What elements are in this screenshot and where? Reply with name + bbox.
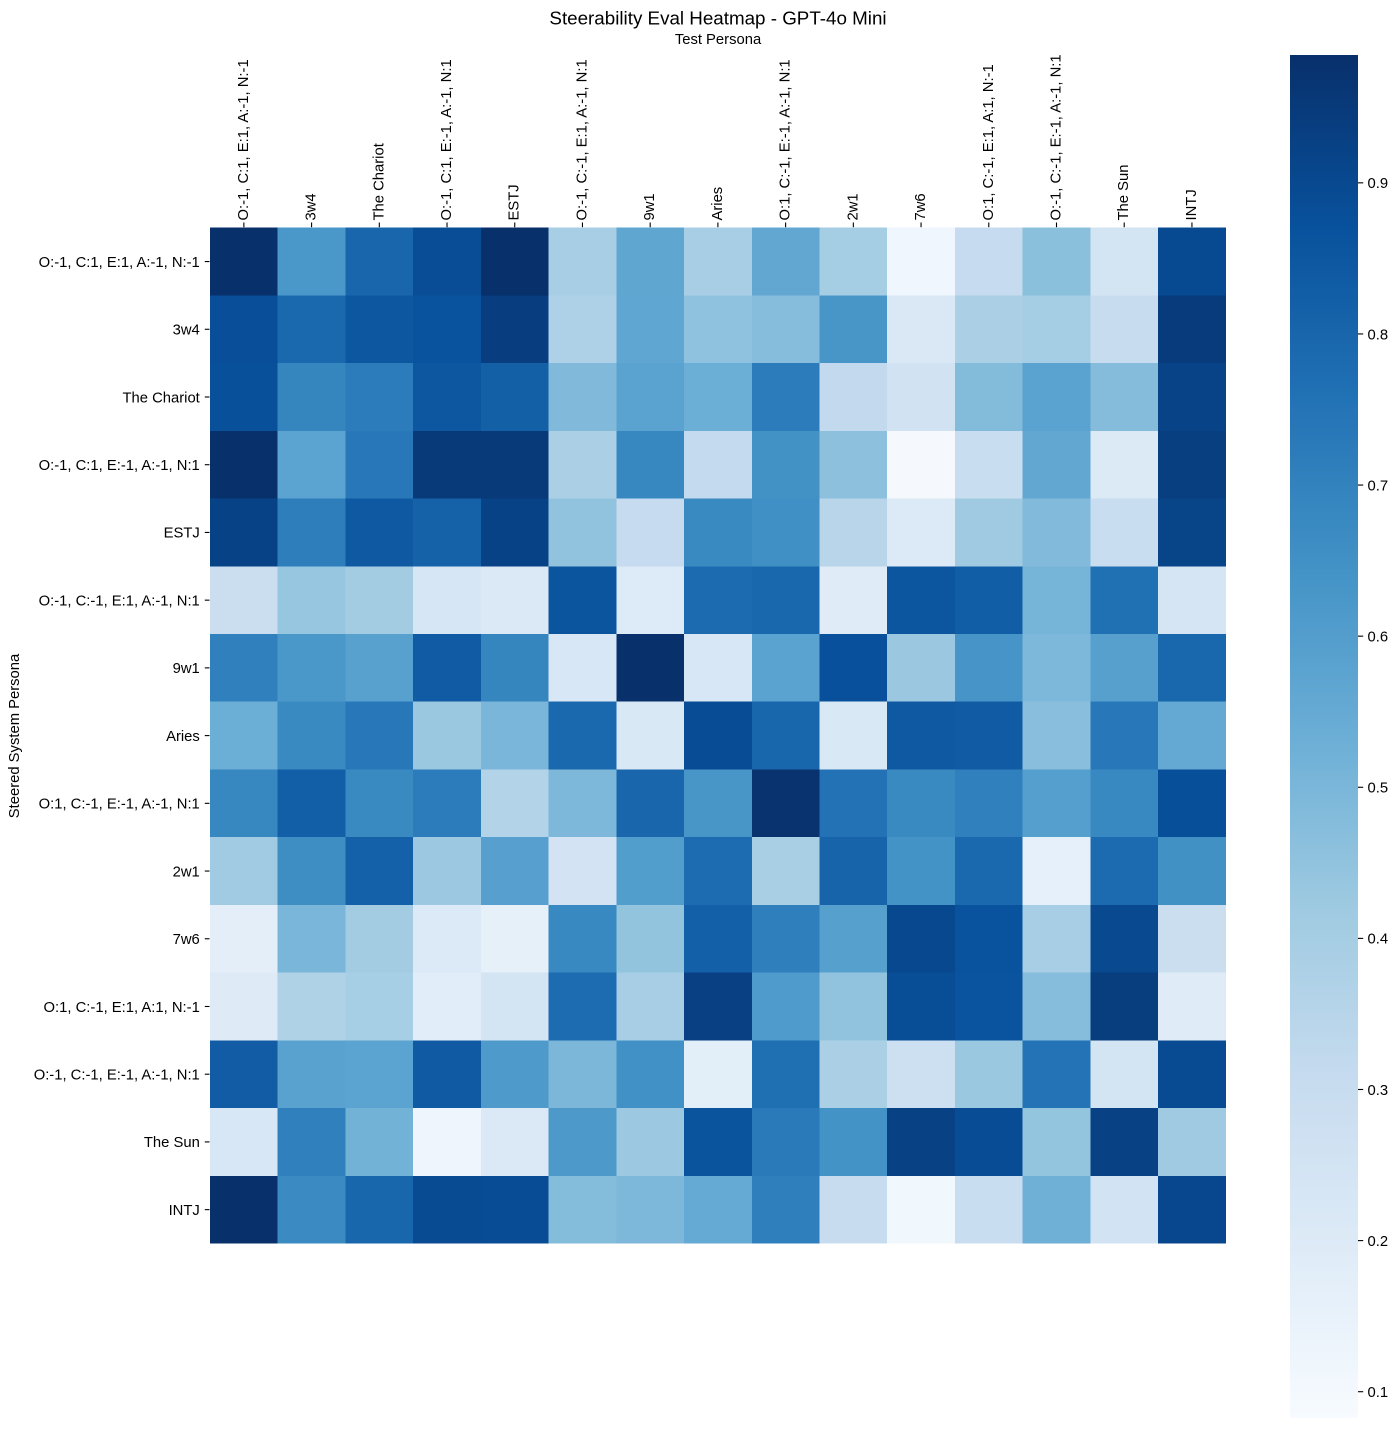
svg-text:O:1, C:-1, E:-1, A:-1, N:1: O:1, C:-1, E:-1, A:-1, N:1 [778,59,794,220]
svg-text:0.2: 0.2 [1368,1234,1389,1250]
svg-text:0.9: 0.9 [1368,176,1389,192]
svg-text:The Sun: The Sun [144,1135,200,1151]
svg-text:0.8: 0.8 [1368,327,1389,343]
svg-text:0.1: 0.1 [1368,1385,1389,1401]
svg-text:0.4: 0.4 [1368,932,1389,948]
svg-text:O:-1, C:1, E:-1, A:-1, N:1: O:-1, C:1, E:-1, A:-1, N:1 [439,59,455,220]
svg-text:ESTJ: ESTJ [507,184,523,220]
svg-text:O:-1, C:-1, E:-1, A:-1, N:1: O:-1, C:-1, E:-1, A:-1, N:1 [1049,54,1065,220]
svg-text:O:1, C:-1, E:1, A:1, N:-1: O:1, C:-1, E:1, A:1, N:-1 [44,1000,200,1016]
svg-text:Aries: Aries [166,729,200,745]
svg-text:9w1: 9w1 [173,661,200,677]
svg-text:2w1: 2w1 [845,193,861,220]
svg-text:3w4: 3w4 [304,193,320,220]
svg-text:Test Persona: Test Persona [675,32,762,48]
svg-text:O:-1, C:1, E:-1, A:-1, N:1: O:-1, C:1, E:-1, A:-1, N:1 [39,458,200,474]
svg-text:O:-1, C:-1, E:1, A:-1, N:1: O:-1, C:-1, E:1, A:-1, N:1 [39,593,200,609]
svg-text:O:-1, C:-1, E:-1, A:-1, N:1: O:-1, C:-1, E:-1, A:-1, N:1 [34,1068,200,1084]
svg-text:3w4: 3w4 [173,323,200,339]
svg-text:O:1, C:-1, E:-1, A:-1, N:1: O:1, C:-1, E:-1, A:-1, N:1 [39,797,200,813]
svg-text:Steerability Eval Heatmap - GP: Steerability Eval Heatmap - GPT-4o Mini [549,8,886,29]
svg-text:7w6: 7w6 [173,932,200,948]
svg-text:The Chariot: The Chariot [122,390,199,406]
svg-text:9w1: 9w1 [642,193,658,220]
svg-text:O:-1, C:1, E:1, A:-1, N:-1: O:-1, C:1, E:1, A:-1, N:-1 [236,59,252,220]
svg-text:The Chariot: The Chariot [371,143,387,220]
svg-text:0.6: 0.6 [1368,629,1389,645]
svg-text:INTJ: INTJ [1184,189,1200,220]
svg-text:O:-1, C:-1, E:1, A:-1, N:1: O:-1, C:-1, E:1, A:-1, N:1 [574,59,590,220]
svg-text:O:-1, C:1, E:1, A:-1, N:-1: O:-1, C:1, E:1, A:-1, N:-1 [39,255,200,271]
svg-text:Aries: Aries [710,187,726,221]
svg-text:INTJ: INTJ [169,1203,200,1219]
svg-text:Steered System Persona: Steered System Persona [7,653,23,818]
svg-text:O:1, C:-1, E:1, A:1, N:-1: O:1, C:-1, E:1, A:1, N:-1 [981,64,997,220]
svg-text:7w6: 7w6 [913,193,929,220]
svg-text:The Sun: The Sun [1116,165,1132,221]
svg-text:0.3: 0.3 [1368,1083,1389,1099]
svg-text:ESTJ: ESTJ [164,526,200,542]
svg-text:0.7: 0.7 [1368,478,1389,494]
svg-text:2w1: 2w1 [173,864,200,880]
svg-text:0.5: 0.5 [1368,781,1389,797]
